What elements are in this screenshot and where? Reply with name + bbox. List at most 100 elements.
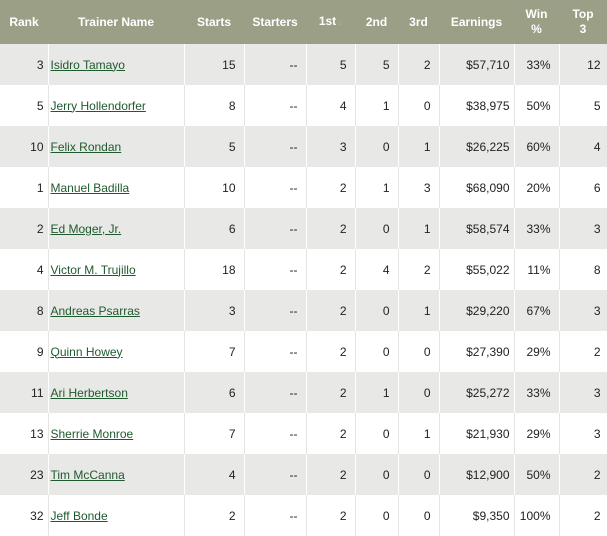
cell-trainer-name: Jeff Bonde [48, 495, 185, 536]
header-first-label: 1st [318, 14, 337, 28]
header-first[interactable]: 1st↓ [306, 0, 355, 44]
cell-first: 2 [306, 495, 356, 536]
table-row: 10 Felix Rondan 5 -- 3 0 1 $26,225 60% 4 [0, 126, 607, 167]
cell-top3: 3 [559, 290, 607, 331]
cell-starts: 7 [184, 413, 245, 454]
cell-starts: 10 [184, 167, 245, 208]
cell-earnings: $21,930 [439, 413, 515, 454]
cell-trainer-name: Andreas Psarras [48, 290, 185, 331]
cell-rank: 11 [0, 372, 49, 413]
header-win-pct[interactable]: Win% [514, 0, 559, 44]
cell-trainer-name: Tim McCanna [48, 454, 185, 495]
cell-trainer-name: Jerry Hollendorfer [48, 85, 185, 126]
cell-starters: -- [244, 331, 307, 372]
trainer-link[interactable]: Victor M. Trujillo [50, 262, 136, 277]
cell-win-pct: 67% [514, 290, 560, 331]
trainer-link[interactable]: Sherrie Monroe [50, 426, 134, 441]
cell-top3: 4 [559, 126, 607, 167]
header-earnings[interactable]: Earnings [450, 14, 503, 29]
cell-starters: -- [244, 495, 307, 536]
cell-third: 2 [398, 44, 440, 85]
trainer-link[interactable]: Jerry Hollendorfer [50, 98, 146, 113]
cell-earnings: $27,390 [439, 331, 515, 372]
cell-first: 2 [306, 454, 356, 495]
cell-starters: -- [244, 44, 307, 85]
cell-rank: 13 [0, 413, 49, 454]
header-third[interactable]: 3rd [409, 14, 428, 29]
cell-starts: 4 [184, 454, 245, 495]
header-row: Rank Trainer Name Starts Starters 1st↓ 2… [0, 0, 607, 44]
cell-starters: -- [244, 413, 307, 454]
cell-second: 5 [355, 44, 399, 85]
header-starters[interactable]: Starters [252, 14, 298, 29]
cell-third: 1 [398, 208, 440, 249]
cell-second: 1 [355, 372, 399, 413]
cell-third: 0 [398, 454, 440, 495]
cell-starters: -- [244, 167, 307, 208]
cell-second: 1 [355, 167, 399, 208]
trainer-link[interactable]: Ari Herbertson [50, 385, 128, 400]
cell-rank: 32 [0, 495, 49, 536]
cell-trainer-name: Isidro Tamayo [48, 44, 185, 85]
cell-rank: 9 [0, 331, 49, 372]
trainer-link[interactable]: Felix Rondan [50, 139, 122, 154]
cell-first: 2 [306, 290, 356, 331]
cell-top3: 5 [559, 85, 607, 126]
cell-trainer-name: Manuel Badilla [48, 167, 185, 208]
cell-win-pct: 100% [514, 495, 560, 536]
trainer-link[interactable]: Quinn Howey [50, 344, 123, 359]
header-top3[interactable]: Top 3 [559, 0, 607, 44]
cell-win-pct: 50% [514, 85, 560, 126]
trainer-link[interactable]: Andreas Psarras [50, 303, 140, 318]
cell-top3: 12 [559, 44, 607, 85]
trainer-link[interactable]: Ed Moger, Jr. [50, 221, 122, 236]
cell-win-pct: 33% [514, 44, 560, 85]
cell-first: 2 [306, 208, 356, 249]
trainer-link[interactable]: Tim McCanna [50, 467, 125, 482]
cell-rank: 3 [0, 44, 49, 85]
cell-top3: 3 [559, 372, 607, 413]
cell-earnings: $25,272 [439, 372, 515, 413]
sort-descending-icon: ↓ [337, 17, 343, 28]
header-trainer-name[interactable]: Trainer Name [77, 14, 155, 29]
table-row: 3 Isidro Tamayo 15 -- 5 5 2 $57,710 33% … [0, 44, 607, 85]
header-second[interactable]: 2nd [365, 14, 388, 29]
cell-starts: 6 [184, 208, 245, 249]
cell-earnings: $68,090 [439, 167, 515, 208]
cell-second: 4 [355, 249, 399, 290]
cell-second: 0 [355, 454, 399, 495]
cell-trainer-name: Quinn Howey [48, 331, 185, 372]
header-rank[interactable]: Rank [9, 14, 39, 29]
cell-top3: 2 [559, 495, 607, 536]
cell-rank: 2 [0, 208, 49, 249]
cell-starters: -- [244, 126, 307, 167]
trainer-link[interactable]: Jeff Bonde [50, 508, 108, 523]
trainer-link[interactable]: Manuel Badilla [50, 180, 130, 195]
cell-rank: 23 [0, 454, 49, 495]
cell-trainer-name: Felix Rondan [48, 126, 185, 167]
cell-earnings: $29,220 [439, 290, 515, 331]
cell-third: 2 [398, 249, 440, 290]
cell-earnings: $38,975 [439, 85, 515, 126]
cell-starts: 5 [184, 126, 245, 167]
cell-top3: 3 [559, 413, 607, 454]
table-row: 5 Jerry Hollendorfer 8 -- 4 1 0 $38,975 … [0, 85, 607, 126]
cell-first: 5 [306, 44, 356, 85]
trainer-link[interactable]: Isidro Tamayo [50, 57, 125, 72]
table-row: 2 Ed Moger, Jr. 6 -- 2 0 1 $58,574 33% 3 [0, 208, 607, 249]
cell-starts: 18 [184, 249, 245, 290]
cell-earnings: $26,225 [439, 126, 515, 167]
cell-trainer-name: Ed Moger, Jr. [48, 208, 185, 249]
header-starts[interactable]: Starts [196, 14, 231, 29]
cell-win-pct: 50% [514, 454, 560, 495]
cell-trainer-name: Victor M. Trujillo [48, 249, 185, 290]
cell-second: 0 [355, 413, 399, 454]
cell-first: 2 [306, 331, 356, 372]
cell-third: 1 [398, 126, 440, 167]
table-row: 32 Jeff Bonde 2 -- 2 0 0 $9,350 100% 2 [0, 495, 607, 536]
header-win-pct-line2: % [531, 22, 542, 36]
cell-trainer-name: Sherrie Monroe [48, 413, 185, 454]
cell-starts: 3 [184, 290, 245, 331]
cell-third: 0 [398, 85, 440, 126]
header-top3-line1: Top [572, 7, 594, 21]
